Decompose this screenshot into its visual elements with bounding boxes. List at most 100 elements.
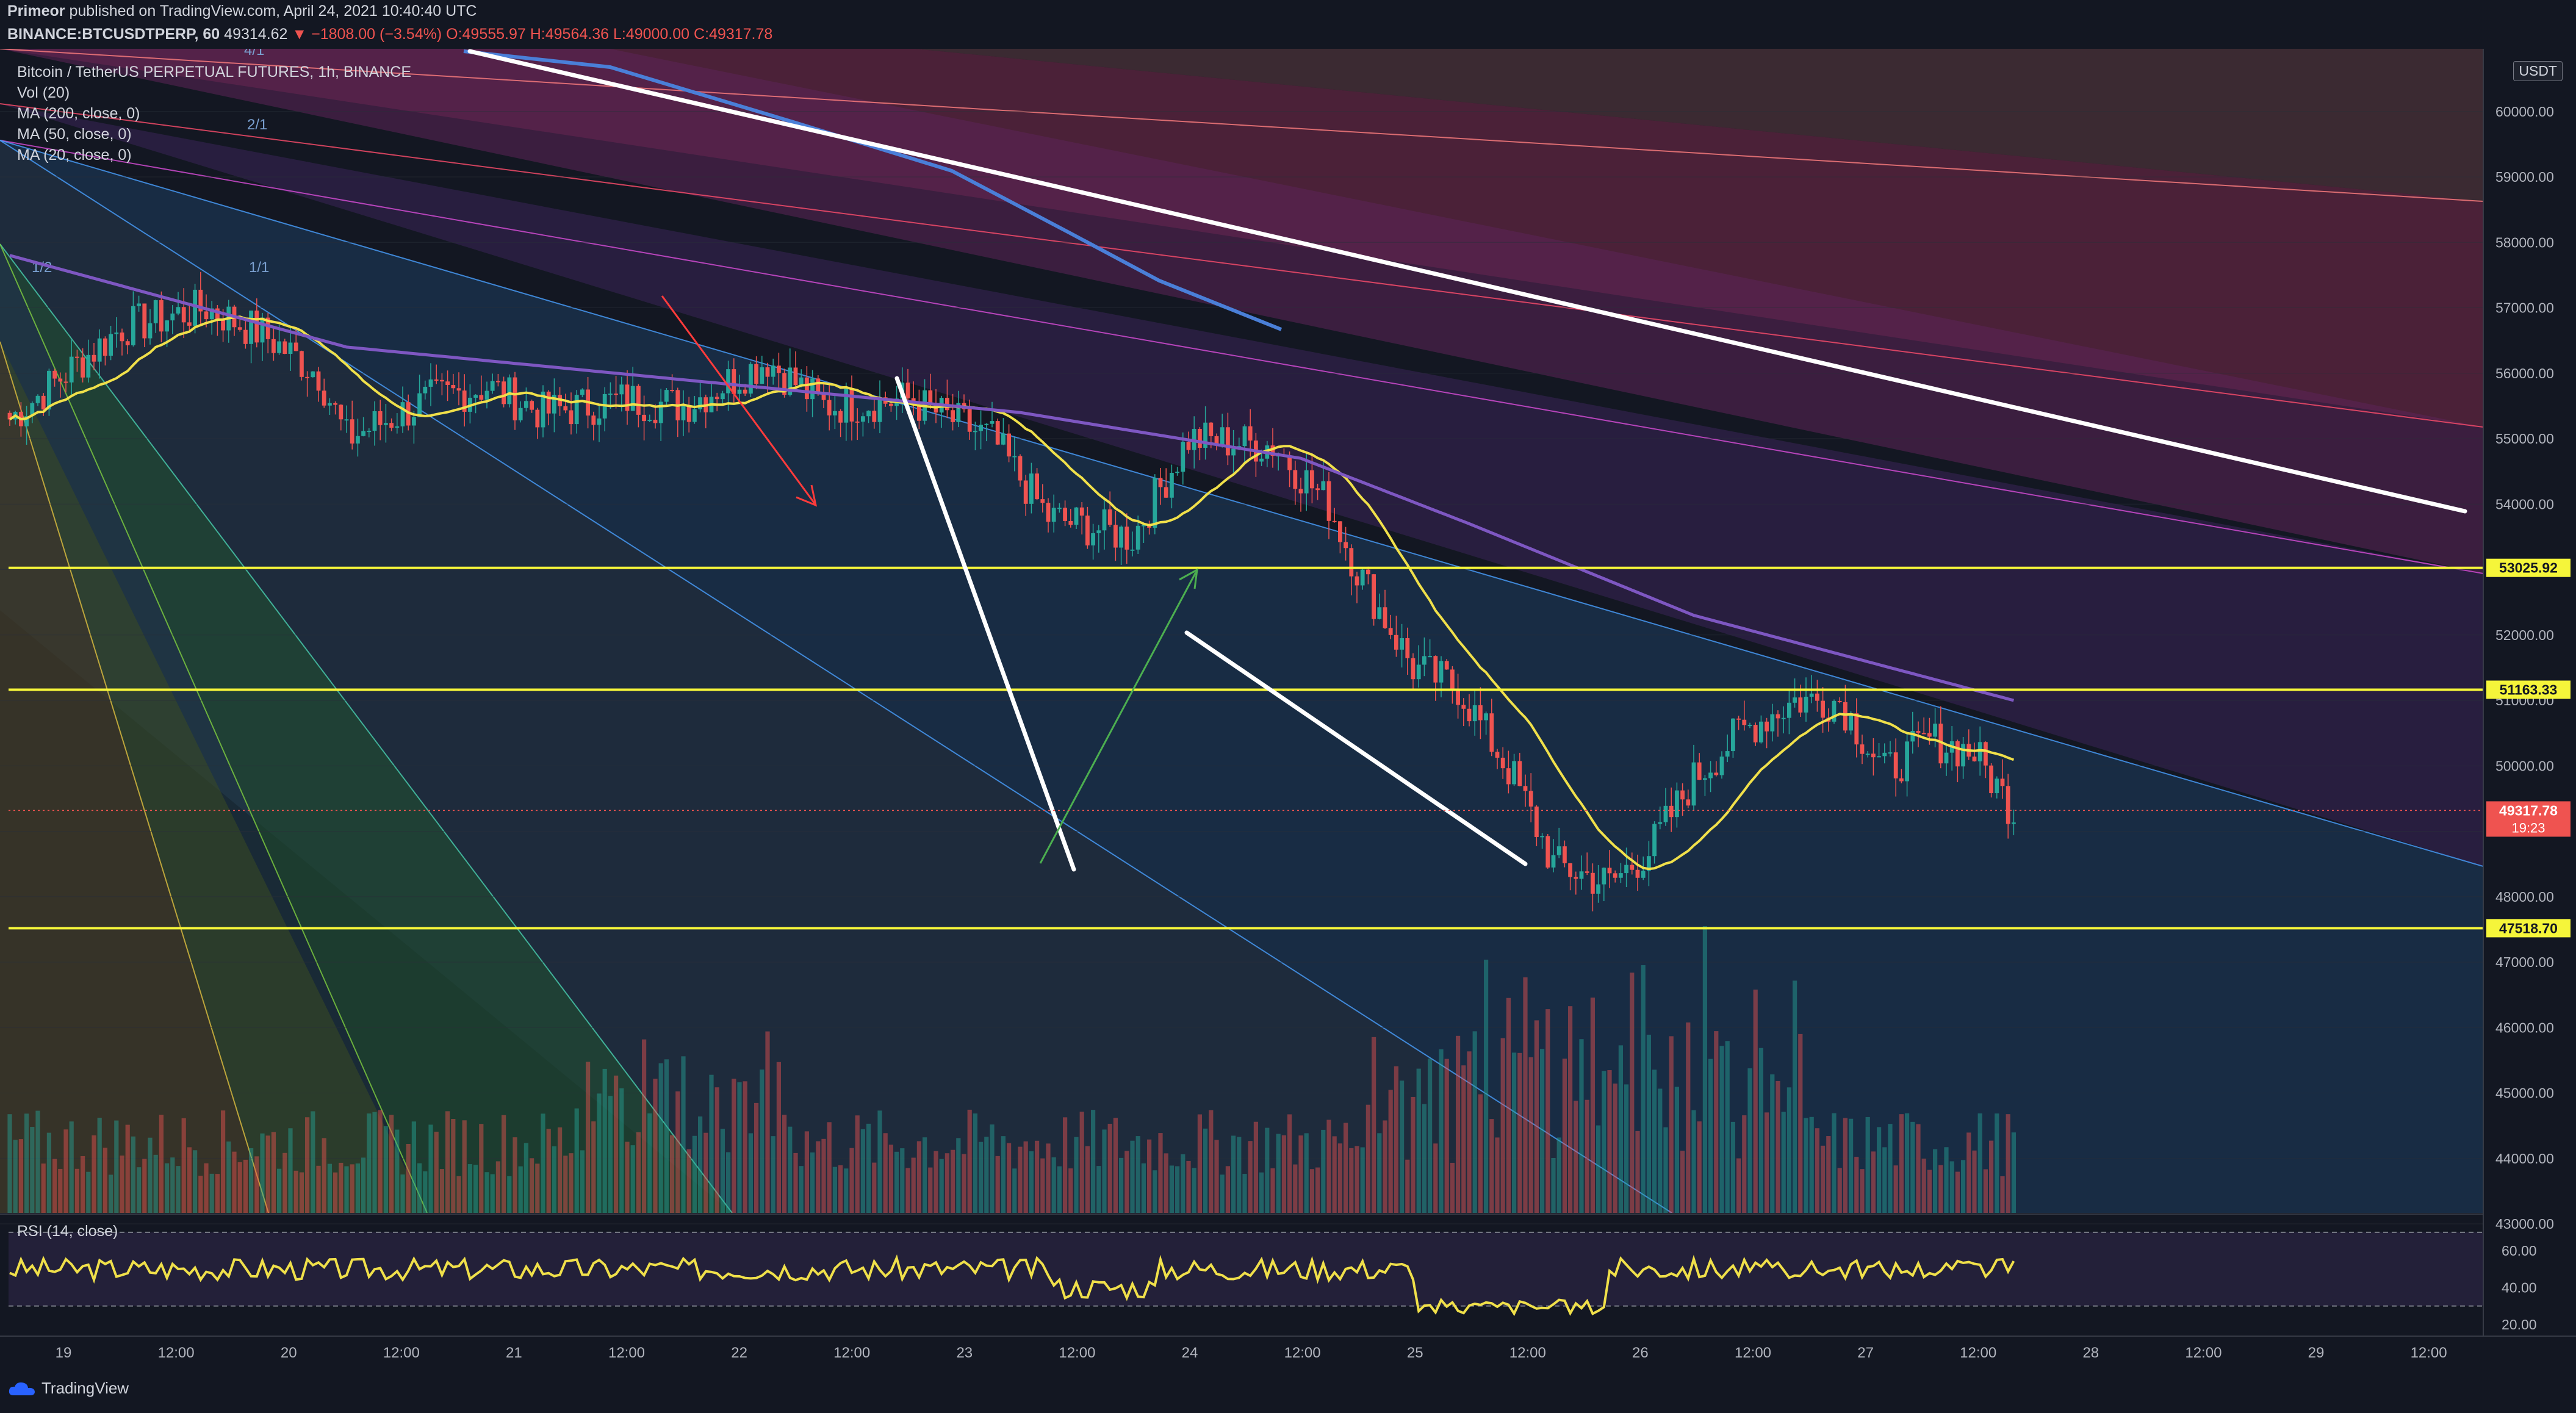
candle-body (389, 423, 394, 428)
volume-bar (125, 1124, 130, 1213)
volume-bar (1702, 926, 1707, 1213)
volume-bar (423, 1171, 428, 1213)
volume-bar (771, 1136, 775, 1213)
candle-body (1568, 863, 1572, 877)
volume-bar (1680, 1151, 1685, 1213)
candle-body (1787, 702, 1791, 718)
candle-body (518, 408, 523, 421)
candle-body (1360, 569, 1365, 586)
volume-bar (92, 1135, 96, 1213)
volume-bar (1574, 1101, 1578, 1213)
volume-bar (293, 1170, 298, 1213)
volume-bar (670, 1135, 675, 1213)
ma200-line (463, 49, 1283, 331)
level-badge-bg (2486, 680, 2571, 699)
candle-body (1641, 871, 1646, 878)
volume-bar (1528, 1057, 1533, 1213)
volume-bar (541, 1113, 545, 1213)
volume-bar (1517, 1052, 1522, 1213)
tradingview-logo[interactable]: TradingView (7, 1379, 129, 1398)
volume-bar (1287, 1114, 1292, 1213)
candle-body (1203, 422, 1207, 448)
candle-body (1910, 730, 1915, 742)
candle-body (608, 394, 613, 395)
volume-bar (322, 1138, 326, 1213)
candle-body (440, 379, 444, 382)
candle-body (967, 409, 972, 432)
volume-bar (204, 1163, 209, 1213)
last-price-badge-bg (2486, 801, 2571, 837)
volume-bar (928, 1167, 933, 1213)
volume-bar (1309, 1169, 1314, 1213)
volume-bar (428, 1124, 433, 1213)
candle-body (1102, 509, 1107, 531)
volume-bar (1158, 1133, 1163, 1213)
candle-body (1775, 714, 1780, 719)
volume-bar (1905, 1113, 1910, 1213)
volume-bar (1383, 1120, 1387, 1213)
ma20-line (9, 315, 2015, 871)
time-tick: 22 (731, 1345, 747, 1361)
volume-bar (24, 1113, 29, 1213)
volume-bar (1046, 1143, 1051, 1213)
candle-body (322, 390, 326, 406)
volume-bar (1416, 1068, 1421, 1213)
volume-bar (1821, 1145, 1826, 1213)
currency-button[interactable]: USDT (2513, 61, 2563, 81)
candle-body (198, 289, 203, 312)
volume-bar (552, 1146, 556, 1213)
legend-ma50[interactable]: MA (50, close, 0) (17, 126, 132, 143)
volume-bar (58, 1168, 63, 1213)
fan-zone (0, 49, 2483, 573)
rsi-line (9, 1254, 2015, 1317)
time-tick: 12:00 (2411, 1345, 2447, 1361)
candle-body (109, 334, 113, 356)
candle-body (1287, 456, 1292, 470)
volume-bar (1888, 1124, 1893, 1213)
volume-bar (967, 1109, 972, 1213)
candle-body (63, 381, 68, 383)
volume-bar (872, 1162, 877, 1213)
candle-body (350, 419, 354, 444)
volume-bar (838, 1165, 843, 1213)
volume-bar (619, 1088, 624, 1213)
volume-bar (1035, 1140, 1040, 1213)
volume-bar (411, 1121, 416, 1213)
publisher[interactable]: Primeor (7, 2, 65, 20)
candle-body (1714, 772, 1719, 775)
fan-zone (0, 140, 2483, 1213)
volume-bar (187, 1147, 192, 1213)
volume-bar (1832, 1113, 1837, 1213)
ohlc: O:49555.97 H:49564.36 L:49000.00 C:49317… (446, 26, 773, 43)
candle-body (300, 351, 304, 377)
price-tick: 58000.00 (2495, 234, 2554, 250)
candle-body (137, 303, 141, 306)
volume-bar (1512, 1052, 1517, 1213)
time-tick: 19 (56, 1345, 72, 1361)
candle-body (1523, 786, 1528, 791)
volume-bar (1506, 998, 1511, 1213)
candle-body (866, 411, 871, 417)
volume-bar (74, 1168, 79, 1213)
symbol[interactable]: BINANCE:BTCUSDTPERP, 60 (7, 26, 220, 43)
time-tick: 12:00 (1509, 1345, 1546, 1361)
candle-body (1349, 548, 1354, 577)
candle-body (1119, 527, 1123, 548)
candle-body (664, 390, 669, 402)
axes: 60000.00 59000.00 58000.00 57000.00 56000.00… (0, 49, 2576, 1361)
volume-bar (311, 1111, 315, 1213)
volume-bar (1231, 1135, 1236, 1213)
candle-body (1461, 705, 1466, 709)
legend-ma20[interactable]: MA (20, close, 0) (17, 146, 132, 164)
legend-vol[interactable]: Vol (20) (17, 84, 70, 101)
time-tick: 23 (956, 1345, 973, 1361)
candle-body (367, 431, 372, 433)
candle-body (1405, 638, 1410, 658)
volume-bar (1225, 1166, 1230, 1213)
candle-body (771, 365, 775, 377)
candle-body (412, 417, 416, 426)
legend-rsi[interactable]: RSI (14, close) (17, 1223, 118, 1240)
volume-bar (580, 1150, 585, 1213)
legend-ma200[interactable]: MA (200, close, 0) (17, 105, 140, 122)
